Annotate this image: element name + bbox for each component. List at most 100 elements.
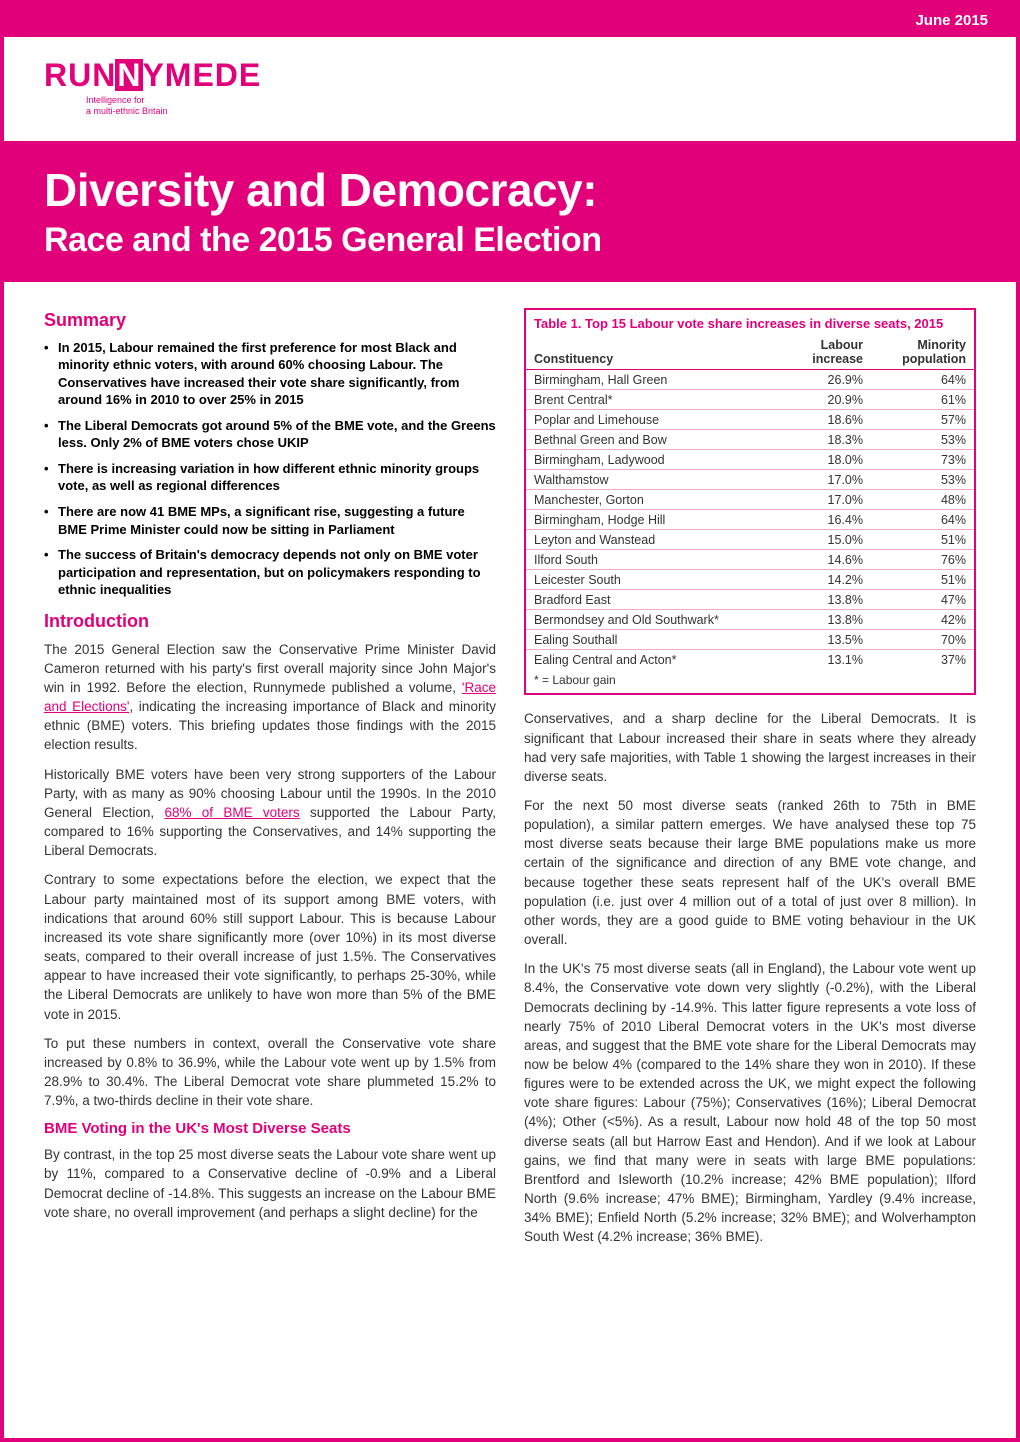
table-cell: 20.9% <box>785 390 871 410</box>
logo-part-left: RUN <box>44 57 116 93</box>
table-row: Ilford South14.6%76% <box>526 550 974 570</box>
table-cell: 14.2% <box>785 570 871 590</box>
table-cell: 64% <box>871 370 974 390</box>
table-row: Birmingham, Ladywood18.0%73% <box>526 450 974 470</box>
table-row: Bermondsey and Old Southwark*13.8%42% <box>526 610 974 630</box>
logo-area: RUNNYMEDE Intelligence for a multi-ethni… <box>4 37 1016 135</box>
logo-tagline: Intelligence for a multi-ethnic Britain <box>44 95 976 117</box>
right-para-1: Conservatives, and a sharp decline for t… <box>524 709 976 786</box>
date-text: June 2015 <box>915 12 988 29</box>
summary-bullet: There is increasing variation in how dif… <box>44 460 496 495</box>
bme-heading: BME Voting in the UK's Most Diverse Seat… <box>44 1120 496 1137</box>
title-line-1: Diversity and Democracy: <box>44 163 976 217</box>
table-cell: Birmingham, Hall Green <box>526 370 785 390</box>
table-1-grid: Constituency Labourincrease Minoritypopu… <box>526 335 974 670</box>
table-row: Poplar and Limehouse18.6%57% <box>526 410 974 430</box>
table-cell: Walthamstow <box>526 470 785 490</box>
table-row: Leicester South14.2%51% <box>526 570 974 590</box>
table-cell: 76% <box>871 550 974 570</box>
table-cell: Bethnal Green and Bow <box>526 430 785 450</box>
table-row: Birmingham, Hodge Hill16.4%64% <box>526 510 974 530</box>
table-cell: 18.3% <box>785 430 871 450</box>
logo-part-right: YMEDE <box>142 57 261 93</box>
table-row: Walthamstow17.0%53% <box>526 470 974 490</box>
table-cell: Leyton and Wanstead <box>526 530 785 550</box>
table-cell: 17.0% <box>785 470 871 490</box>
date-bar: June 2015 <box>4 4 1016 37</box>
table-cell: 16.4% <box>785 510 871 530</box>
summary-list: In 2015, Labour remained the first prefe… <box>44 339 496 599</box>
page: June 2015 RUNNYMEDE Intelligence for a m… <box>0 0 1020 1442</box>
table-row: Leyton and Wanstead15.0%51% <box>526 530 974 550</box>
intro-p1a: The 2015 General Election saw the Conser… <box>44 642 496 695</box>
table-col-constituency: Constituency <box>526 335 785 370</box>
table-cell: Ilford South <box>526 550 785 570</box>
table-cell: 47% <box>871 590 974 610</box>
table-1-note: * = Labour gain <box>526 669 974 693</box>
table-1-caption: Table 1. Top 15 Labour vote share increa… <box>526 310 974 335</box>
right-column: Table 1. Top 15 Labour vote share increa… <box>524 308 976 1257</box>
brand-logo: RUNNYMEDE <box>44 59 976 91</box>
table-cell: Bermondsey and Old Southwark* <box>526 610 785 630</box>
logo-tagline-1: Intelligence for <box>86 95 145 105</box>
accent-bar <box>4 141 1016 151</box>
table-cell: 37% <box>871 650 974 670</box>
table-cell: 61% <box>871 390 974 410</box>
table-cell: 18.6% <box>785 410 871 430</box>
table-cell: 17.0% <box>785 490 871 510</box>
table-cell: 14.6% <box>785 550 871 570</box>
left-column: Summary In 2015, Labour remained the fir… <box>44 308 496 1257</box>
table-col-labour-increase: Labourincrease <box>785 335 871 370</box>
intro-para-3: Contrary to some expectations before the… <box>44 870 496 1023</box>
table-cell: Manchester, Gorton <box>526 490 785 510</box>
table-cell: Brent Central* <box>526 390 785 410</box>
intro-para-2: Historically BME voters have been very s… <box>44 765 496 861</box>
right-para-3: In the UK's 75 most diverse seats (all i… <box>524 959 976 1246</box>
table-row: Manchester, Gorton17.0%48% <box>526 490 974 510</box>
table-cell: 13.5% <box>785 630 871 650</box>
right-para-2: For the next 50 most diverse seats (rank… <box>524 796 976 949</box>
table-cell: Birmingham, Hodge Hill <box>526 510 785 530</box>
intro-heading: Introduction <box>44 611 496 632</box>
table-1: Table 1. Top 15 Labour vote share increa… <box>524 308 976 696</box>
bme-para-1: By contrast, in the top 25 most diverse … <box>44 1145 496 1222</box>
table-row: Birmingham, Hall Green26.9%64% <box>526 370 974 390</box>
table-cell: 48% <box>871 490 974 510</box>
title-line-2: Race and the 2015 General Election <box>44 221 976 260</box>
table-cell: 15.0% <box>785 530 871 550</box>
table-row: Ealing Central and Acton*13.1%37% <box>526 650 974 670</box>
table-cell: 26.9% <box>785 370 871 390</box>
table-cell: 70% <box>871 630 974 650</box>
table-cell: 53% <box>871 470 974 490</box>
table-cell: 51% <box>871 530 974 550</box>
table-cell: Ealing Southall <box>526 630 785 650</box>
table-row: Bradford East13.8%47% <box>526 590 974 610</box>
summary-bullet: In 2015, Labour remained the first prefe… <box>44 339 496 409</box>
table-row: Ealing Southall13.5%70% <box>526 630 974 650</box>
table-cell: Bradford East <box>526 590 785 610</box>
summary-bullet: There are now 41 BME MPs, a significant … <box>44 503 496 538</box>
table-row: Bethnal Green and Bow18.3%53% <box>526 430 974 450</box>
table-cell: 53% <box>871 430 974 450</box>
table-cell: Poplar and Limehouse <box>526 410 785 430</box>
content-columns: Summary In 2015, Labour remained the fir… <box>4 282 1016 1257</box>
table-cell: 73% <box>871 450 974 470</box>
logo-tagline-2: a multi-ethnic Britain <box>86 106 168 116</box>
table-cell: 13.8% <box>785 610 871 630</box>
table-cell: 18.0% <box>785 450 871 470</box>
table-cell: 13.8% <box>785 590 871 610</box>
table-cell: Ealing Central and Acton* <box>526 650 785 670</box>
summary-bullet: The success of Britain's democracy depen… <box>44 546 496 599</box>
summary-heading: Summary <box>44 310 496 331</box>
intro-para-4: To put these numbers in context, overall… <box>44 1034 496 1111</box>
table-cell: 57% <box>871 410 974 430</box>
table-header-row: Constituency Labourincrease Minoritypopu… <box>526 335 974 370</box>
title-block: Diversity and Democracy: Race and the 20… <box>4 151 1016 282</box>
table-cell: 13.1% <box>785 650 871 670</box>
table-cell: 51% <box>871 570 974 590</box>
table-cell: Leicester South <box>526 570 785 590</box>
intro-para-1: The 2015 General Election saw the Conser… <box>44 640 496 755</box>
table-cell: Birmingham, Ladywood <box>526 450 785 470</box>
bme-voters-link[interactable]: 68% of BME voters <box>164 805 299 820</box>
logo-part-block: N <box>115 59 143 91</box>
